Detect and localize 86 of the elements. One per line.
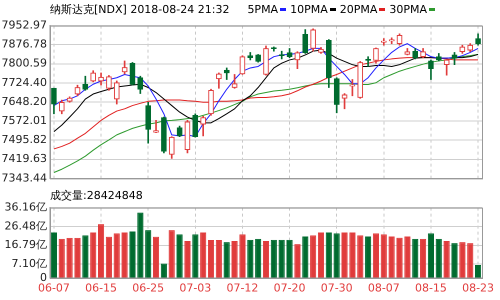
x-tick-label: 08-23 [462, 281, 494, 294]
x-tick-label: 06-25 [132, 281, 164, 294]
bar [388, 236, 395, 278]
y-tick-label: 7724.40 [2, 76, 47, 89]
x-tick-label: 06-07 [38, 281, 70, 294]
chart-title: 成交量:28424848 [50, 189, 143, 202]
y-tick-label: 0 [40, 270, 47, 284]
bar [192, 234, 198, 278]
bar [98, 224, 104, 278]
bar [216, 240, 222, 278]
bar [50, 232, 57, 278]
bar [90, 232, 96, 278]
y-tick-label: 7648.20 [2, 94, 47, 108]
bar [114, 233, 120, 278]
bar [467, 243, 474, 278]
bar [184, 241, 191, 278]
x-tick-label: 07-20 [274, 281, 306, 294]
legend-label: 10PMA [290, 3, 328, 16]
bar [459, 242, 466, 278]
candlestick [342, 93, 348, 110]
bar [270, 240, 277, 278]
bar [239, 234, 246, 278]
y-tick-label: 7952.97 [2, 18, 47, 32]
bar [436, 238, 442, 278]
bar [122, 232, 128, 278]
bar [372, 233, 380, 278]
bar [341, 232, 348, 278]
y-tick-label: 7.10亿 [12, 257, 47, 270]
bar [74, 238, 81, 278]
bar [106, 236, 112, 278]
bar [428, 233, 434, 278]
y-tick-label: 36.16亿 [4, 200, 47, 214]
bar [255, 238, 262, 278]
bar [326, 232, 332, 278]
y-tick-label: 7876.78 [2, 38, 47, 51]
bar [310, 235, 316, 278]
y-tick-label: 7343.44 [2, 171, 47, 184]
y-tick-label: 7572.01 [2, 114, 47, 127]
bar [200, 232, 206, 278]
chart-title: 纳斯达克[NDX] 2018-08-24 21:32 [50, 3, 230, 16]
y-tick-label: 7419.63 [2, 152, 47, 166]
bar [318, 232, 324, 278]
bar [412, 238, 418, 278]
bar [294, 244, 300, 278]
legend-label: 30PMA [389, 3, 428, 16]
bar [129, 231, 136, 278]
bar [82, 235, 88, 278]
bar [224, 242, 230, 278]
x-tick-label: 07-12 [226, 281, 258, 294]
x-tick-label: 07-30 [320, 281, 353, 294]
legend-label: 5PMA [247, 3, 278, 16]
bar [247, 240, 254, 278]
bar [444, 241, 450, 278]
x-tick-label: 07-03 [179, 281, 212, 294]
bar [208, 240, 214, 278]
bar [168, 230, 175, 278]
x-tick-label: 08-15 [414, 281, 447, 294]
bar [404, 236, 410, 278]
y-tick-label: 7800.59 [2, 56, 47, 70]
bar [475, 264, 482, 278]
bar [357, 235, 364, 278]
bar [286, 240, 293, 278]
bar [349, 232, 356, 278]
bar [365, 236, 372, 278]
bar [278, 240, 285, 278]
bar [420, 238, 426, 278]
bar [262, 241, 270, 278]
bar [396, 238, 403, 278]
y-tick-label: 26.48亿 [4, 219, 47, 232]
bar [145, 230, 152, 278]
y-tick-label: 7495.82 [2, 133, 47, 146]
y-tick-label: 16.79亿 [4, 238, 47, 252]
bar [302, 236, 308, 278]
bar [380, 234, 387, 278]
bar [137, 212, 144, 278]
bar [152, 236, 160, 278]
bar [334, 233, 340, 278]
bar [66, 238, 73, 278]
bar [232, 241, 238, 278]
x-tick-label: 08-07 [368, 281, 400, 294]
legend-label: 20PMA [340, 3, 378, 16]
bar [176, 234, 183, 278]
bar [451, 243, 458, 278]
bar [160, 264, 167, 278]
bar [58, 238, 65, 278]
x-tick-label: 06-15 [85, 281, 118, 294]
